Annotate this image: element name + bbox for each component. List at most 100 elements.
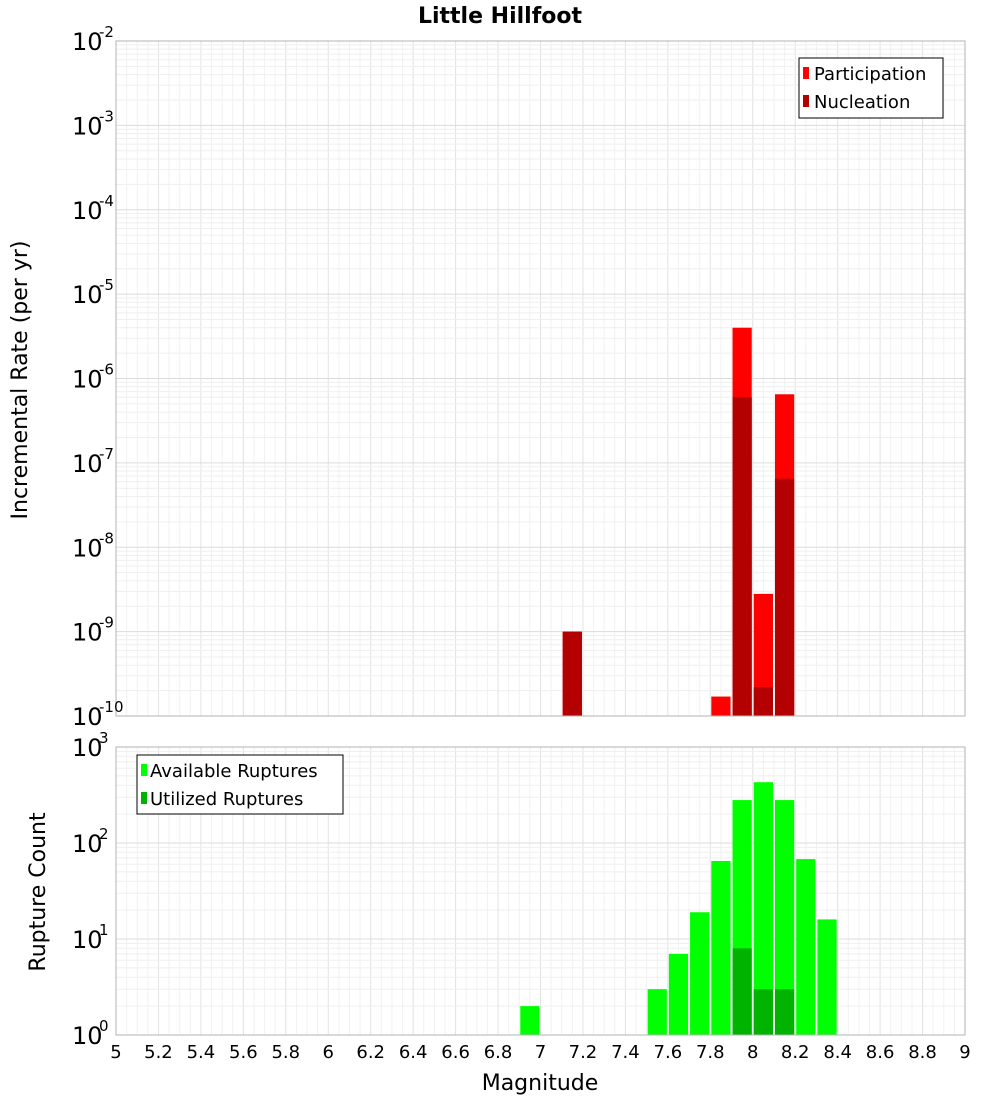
x-tick-label: 5.8 [271, 1042, 300, 1063]
y-tick-exponent: -9 [99, 614, 114, 632]
rate-bar-nucleation [732, 397, 752, 716]
y-tick-base: 10 [72, 830, 103, 858]
y-tick-exponent: -8 [99, 529, 114, 547]
x-tick-label: 7.6 [654, 1042, 683, 1063]
nucleation-legend-swatch [803, 95, 809, 107]
bottom-legend-box [136, 754, 344, 815]
available-legend-label: Available Ruptures [150, 761, 318, 782]
y-tick-label: 10-10 [72, 698, 124, 731]
top-y-axis-label: Incremental Rate (per yr) [8, 241, 33, 520]
x-tick-label: 5.2 [144, 1042, 173, 1063]
y-tick-base: 10 [72, 534, 103, 562]
count-bar-available-ruptures [774, 800, 795, 1035]
x-tick-label: 6.2 [356, 1042, 385, 1063]
top-plot-frame [115, 40, 966, 717]
count-bar-available-ruptures [690, 912, 710, 1035]
count-bar-utilized-ruptures [732, 948, 752, 1035]
y-tick-exponent: -6 [99, 361, 114, 379]
count-bar-available-ruptures [711, 860, 731, 1035]
x-tick-label: 8.6 [866, 1042, 895, 1063]
participation-legend-swatch [803, 67, 809, 79]
y-tick-exponent: -4 [99, 192, 114, 210]
x-axis-label: Magnitude [482, 1071, 599, 1096]
top-legend-box [798, 57, 944, 119]
x-tick-label: 7.4 [611, 1042, 640, 1063]
y-tick-base: 10 [72, 197, 103, 225]
y-tick-exponent: -3 [99, 107, 114, 125]
utilized-legend-label: Utilized Ruptures [150, 789, 303, 810]
y-tick-base: 10 [72, 366, 103, 394]
participation-legend-label: Participation [814, 64, 926, 85]
x-tick-label: 6 [323, 1042, 334, 1063]
y-tick-label: 10-8 [72, 529, 114, 562]
y-tick-base: 10 [72, 1022, 103, 1050]
y-tick-exponent: 1 [99, 921, 109, 939]
x-tick-label: 8 [747, 1042, 758, 1063]
y-tick-base: 10 [72, 619, 103, 647]
count-bar-available-ruptures [753, 782, 773, 1035]
y-tick-label: 10-2 [72, 23, 114, 56]
x-tick-label: 7.8 [696, 1042, 725, 1063]
y-tick-base: 10 [72, 926, 103, 954]
bottom-plot-frame [115, 746, 966, 1036]
y-tick-base: 10 [72, 281, 103, 309]
chart-title: Little Hillfoot [418, 4, 583, 29]
y-tick-label: 100 [72, 1017, 109, 1050]
y-tick-exponent: -7 [99, 445, 114, 463]
top-gridlines [115, 40, 966, 717]
x-tick-label: 7.2 [569, 1042, 598, 1063]
x-tick-label: 7 [535, 1042, 546, 1063]
y-tick-label: 10-5 [72, 276, 114, 309]
count-bar-available-ruptures [520, 1006, 540, 1035]
y-tick-label: 101 [72, 921, 109, 954]
top-legend: Participation Nucleation [798, 57, 944, 119]
rate-bar-nucleation [774, 478, 795, 716]
y-tick-exponent: 3 [99, 729, 109, 747]
y-tick-base: 10 [72, 450, 103, 478]
count-bar-utilized-ruptures [753, 989, 773, 1035]
y-tick-label: 10-7 [72, 445, 114, 478]
y-tick-base: 10 [72, 28, 103, 56]
x-tick-label: 8.2 [781, 1042, 810, 1063]
y-tick-base: 10 [72, 112, 103, 140]
rate-bar-participation [711, 696, 731, 716]
x-tick-label: 8.8 [908, 1042, 937, 1063]
y-tick-label: 103 [72, 729, 109, 762]
count-bar-available-ruptures [817, 919, 837, 1035]
y-tick-exponent: 2 [99, 825, 109, 843]
y-tick-exponent: -10 [99, 698, 124, 716]
y-tick-label: 102 [72, 825, 109, 858]
x-tick-label: 6.6 [441, 1042, 470, 1063]
y-tick-exponent: 0 [99, 1017, 109, 1035]
x-tick-label: 5 [110, 1042, 121, 1063]
count-bar-available-ruptures [796, 859, 816, 1035]
bottom-y-axis-label: Rupture Count [26, 812, 51, 972]
rate-bar-participation [753, 593, 773, 716]
y-tick-label: 10-6 [72, 361, 114, 394]
count-bar-utilized-ruptures [774, 989, 795, 1035]
bottom-legend: Available Ruptures Utilized Ruptures [136, 754, 344, 815]
x-tick-label: 9 [959, 1042, 970, 1063]
x-tick-label: 6.8 [484, 1042, 513, 1063]
y-tick-label: 10-4 [72, 192, 114, 225]
utilized-legend-swatch [141, 792, 147, 804]
x-tick-label: 8.4 [823, 1042, 852, 1063]
x-tick-labels: 5 5.2 5.4 5.6 5.8 6 6.2 6.4 6.6 6.8 7 7.2 7.4 7.6 7.8 8… [110, 1042, 970, 1063]
x-tick-label: 5.6 [229, 1042, 258, 1063]
y-tick-label: 10-9 [72, 614, 114, 647]
nucleation-legend-label: Nucleation [814, 92, 910, 113]
y-tick-base: 10 [72, 703, 103, 731]
y-tick-base: 10 [72, 734, 103, 762]
rate-bar-nucleation [753, 687, 773, 716]
y-tick-exponent: -2 [99, 23, 114, 41]
top-bars [562, 327, 795, 716]
count-bar-available-ruptures [668, 953, 689, 1035]
y-tick-label: 10-3 [72, 107, 114, 140]
count-bar-available-ruptures [647, 989, 667, 1035]
x-tick-label: 6.4 [399, 1042, 428, 1063]
